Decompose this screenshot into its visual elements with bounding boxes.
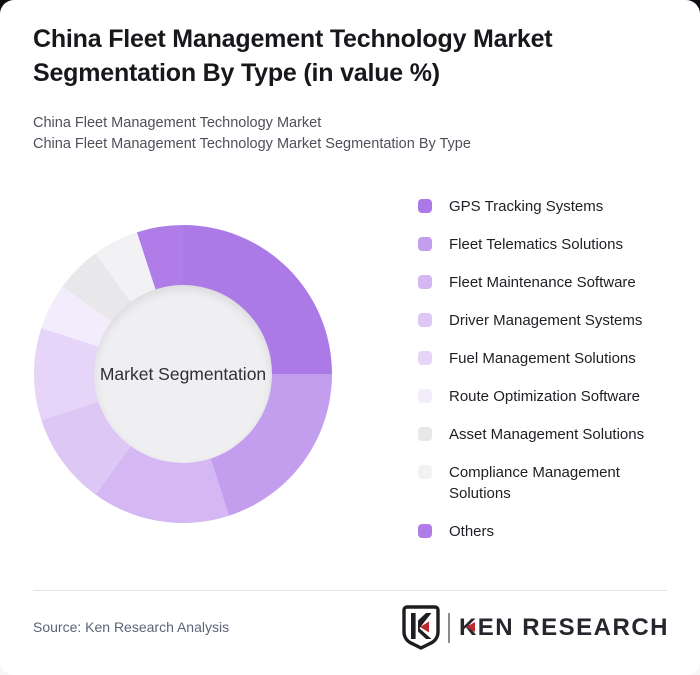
wordmark-red-triangle-icon (465, 622, 475, 632)
source-text: Source: Ken Research Analysis (33, 619, 230, 635)
legend-label: Asset Management Solutions (449, 426, 645, 443)
legend-item-fuel-management-solutions[interactable]: Fuel Management Solutions (418, 348, 678, 369)
legend-label: Fleet Maintenance Software (449, 274, 636, 291)
legend-label: Others (449, 523, 495, 540)
page-title: China Fleet Management Technology Market… (33, 25, 553, 87)
footer-divider (33, 590, 667, 591)
chart-subtitle-line-1: China Fleet Management Technology Market (33, 115, 322, 131)
legend-label: Fleet Telematics Solutions (449, 236, 623, 253)
legend-swatch (418, 199, 432, 213)
legend-swatch (418, 313, 432, 327)
donut-center-label: Market Segmentation (99, 363, 267, 384)
chart-legend: GPS Tracking Systems Fleet Telematics Sol… (418, 196, 678, 559)
legend-item-fleet-maintenance-software[interactable]: Fleet Maintenance Software (418, 272, 678, 293)
legend-item-compliance-management-solutions[interactable]: Compliance Management Solutions (418, 462, 678, 504)
legend-label: Driver Management Systems (449, 312, 643, 329)
donut-chart: Market Segmentation (13, 204, 353, 544)
legend-label: GPS Tracking Systems (449, 198, 604, 215)
ken-research-wordmark: KEN RESEARCH (459, 614, 669, 642)
logo-separator (447, 613, 450, 643)
legend-swatch (418, 524, 432, 538)
legend-swatch (418, 427, 432, 441)
legend-item-asset-management-solutions[interactable]: Asset Management Solutions (418, 424, 678, 445)
legend-label: Compliance Management Solutions (449, 464, 620, 502)
legend-swatch (418, 237, 432, 251)
legend-item-route-optimization-software[interactable]: Route Optimization Software (418, 386, 678, 407)
legend-label: Fuel Management Solutions (449, 350, 636, 367)
ken-research-emblem-icon (402, 605, 440, 650)
legend-swatch (418, 275, 432, 289)
legend-swatch (418, 465, 432, 479)
wordmark-text: KEN RESEARCH (458, 614, 669, 641)
legend-swatch (418, 389, 432, 403)
ken-research-logo: KEN RESEARCH (402, 605, 669, 651)
chart-subtitle-line-2: China Fleet Management Technology Market… (33, 136, 471, 152)
legend-swatch (418, 351, 432, 365)
legend-item-driver-management-systems[interactable]: Driver Management Systems (418, 310, 678, 331)
legend-item-others[interactable]: Others (418, 521, 678, 542)
legend-item-fleet-telematics-solutions[interactable]: Fleet Telematics Solutions (418, 234, 678, 255)
legend-item-gps-tracking-systems[interactable]: GPS Tracking Systems (418, 196, 678, 217)
legend-label: Route Optimization Software (449, 388, 640, 405)
donut-hole: Market Segmentation (94, 285, 272, 463)
